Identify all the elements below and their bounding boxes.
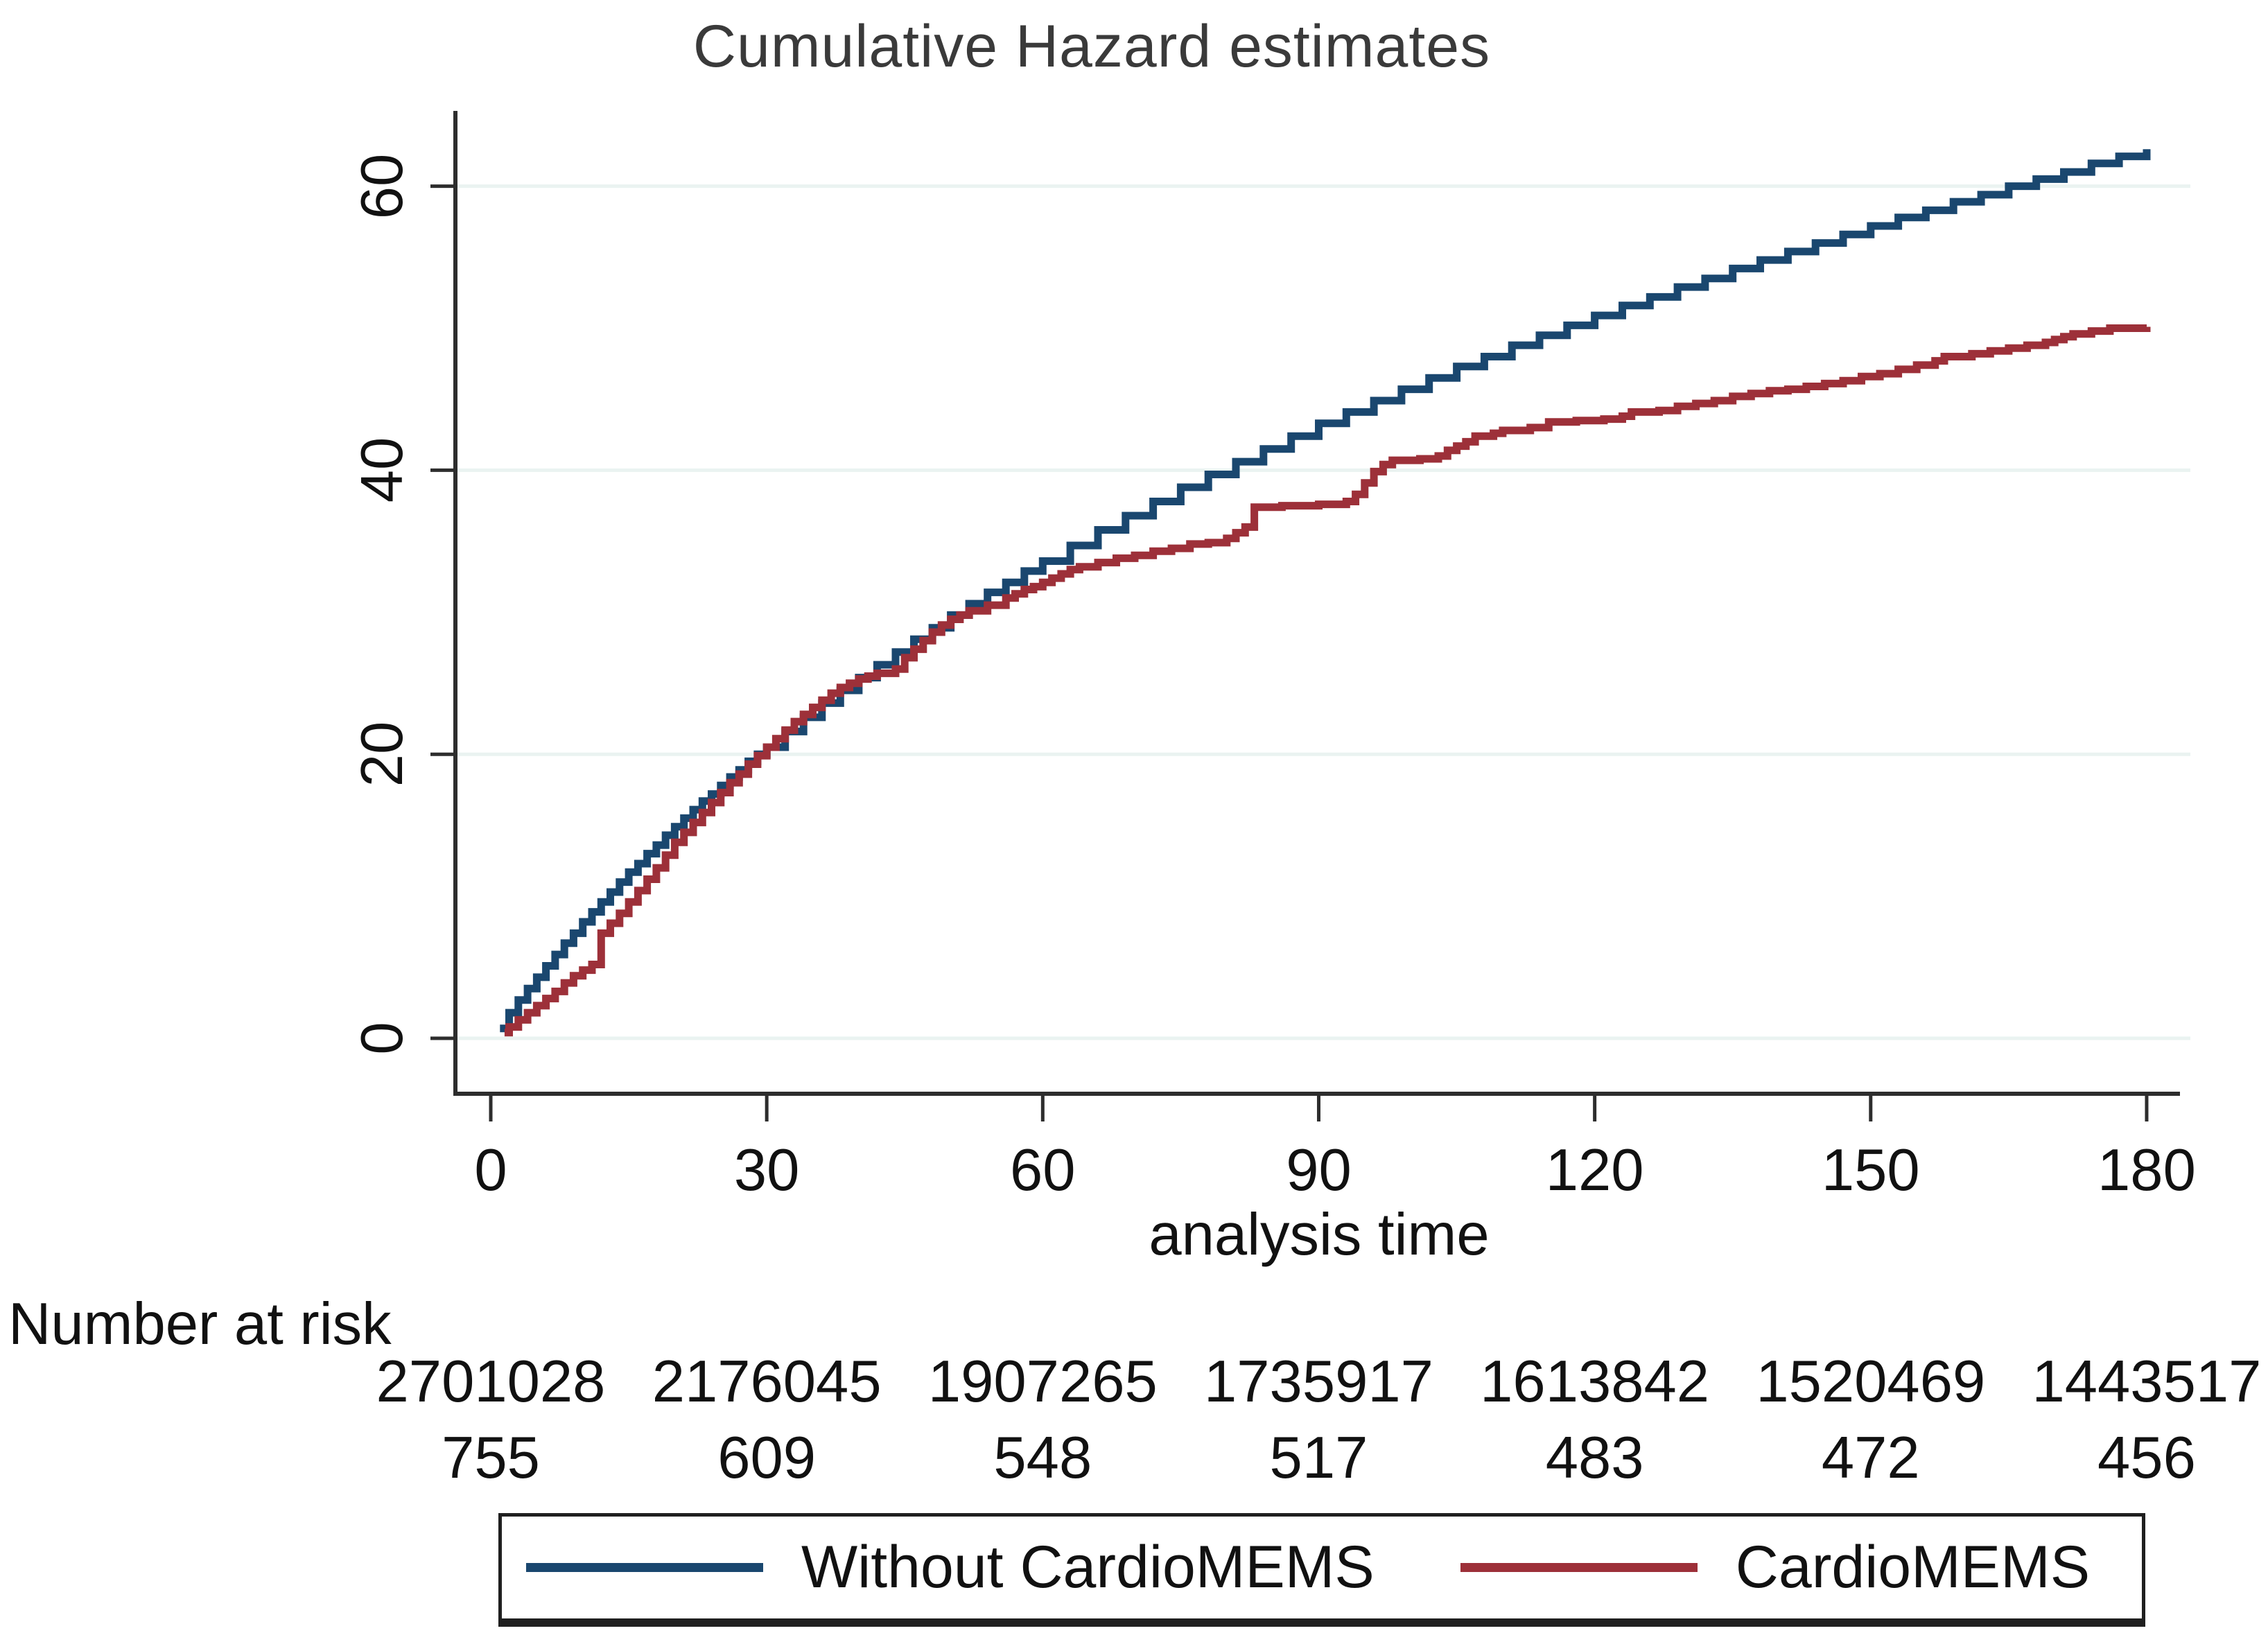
legend-label-cardiomems: CardioMEMS [1735, 1534, 2091, 1600]
risk-count: 1613842 [1480, 1349, 1710, 1415]
risk-count: 1520469 [1756, 1349, 1986, 1415]
x-tick-label-180: 180 [2097, 1137, 2196, 1203]
x-tick-label-150: 150 [1821, 1137, 1920, 1203]
curve-cardiomems [504, 324, 2151, 1037]
y-tick-label-60: 60 [349, 153, 415, 219]
y-tick-label-20: 20 [349, 721, 415, 787]
x-tick-label-60: 60 [1010, 1137, 1076, 1203]
risk-count: 517 [1269, 1425, 1368, 1491]
y-tick-label-40: 40 [349, 437, 415, 503]
chart-title: Cumulative Hazard estimates [692, 13, 1491, 80]
x-tick-label-30: 30 [733, 1137, 800, 1203]
risk-count: 1735917 [1204, 1349, 1433, 1415]
risk-count: 2701028 [376, 1349, 606, 1415]
x-tick-label-90: 90 [1286, 1137, 1352, 1203]
y-tick-label-0: 0 [349, 1022, 415, 1055]
risk-count: 1907265 [927, 1349, 1158, 1415]
risk-count: 548 [993, 1425, 1092, 1491]
legend-label-without-cardiomems: Without CardioMEMS [801, 1534, 1375, 1600]
legend-line-without-cardiomems [526, 1563, 763, 1572]
risk-count: 483 [1545, 1425, 1644, 1491]
legend: Without CardioMEMS CardioMEMS [498, 1513, 2145, 1627]
number-at-risk-heading: Number at risk [8, 1291, 392, 1357]
legend-line-cardiomems [1460, 1563, 1698, 1572]
curve-without-cardiomems [500, 149, 2151, 1033]
risk-count: 609 [717, 1425, 817, 1491]
x-tick-label-120: 120 [1545, 1137, 1644, 1203]
risk-count: 2176045 [652, 1349, 882, 1415]
risk-count: 456 [2097, 1425, 2196, 1491]
risk-count: 755 [442, 1425, 540, 1491]
x-axis-title: analysis time [1149, 1202, 1490, 1268]
x-tick-label-0: 0 [474, 1137, 507, 1203]
risk-count: 472 [1821, 1425, 1920, 1491]
risk-count: 1443517 [2032, 1349, 2262, 1415]
